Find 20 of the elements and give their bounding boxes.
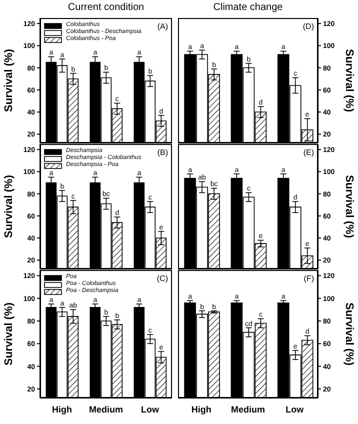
y-axis-title: Survival (%) xyxy=(2,48,15,112)
y-axis-title: Survival (%) xyxy=(343,175,356,238)
annotation: (A) xyxy=(156,22,168,31)
chart-title: Climate change xyxy=(212,2,284,13)
x-tick-label: Medium xyxy=(230,404,266,414)
x-tick-label: High xyxy=(191,404,212,414)
y-axis-title: Survival (%) xyxy=(2,174,15,238)
y-axis-title: Survival (%) xyxy=(343,49,356,112)
annotation: (C) xyxy=(156,274,168,283)
x-tick-label: Low xyxy=(141,404,160,414)
x-tick-label: Medium xyxy=(88,404,124,414)
annotation: (D) xyxy=(302,22,314,31)
annotation: (B) xyxy=(156,148,168,157)
y-axis-title: Survival (%) xyxy=(343,302,356,366)
x-tick-label: Low xyxy=(286,404,305,414)
chart-title: Current condition xyxy=(66,2,146,13)
x-tick-label: High xyxy=(52,404,72,414)
annotation: (E) xyxy=(302,148,314,157)
annotation: (F) xyxy=(302,274,314,283)
y-axis-title: Survival (%) xyxy=(2,302,15,366)
